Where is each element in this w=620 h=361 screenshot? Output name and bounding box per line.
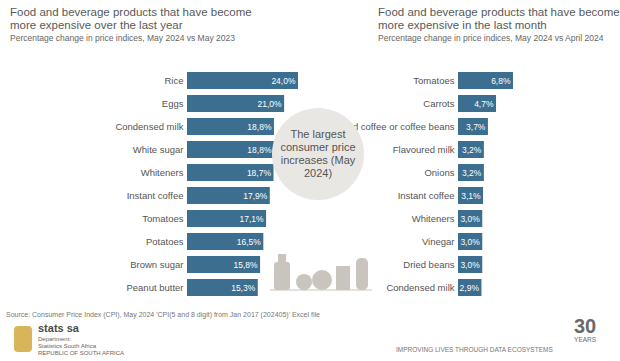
html-text:YEARS: YEARS [574, 336, 597, 343]
svg-text:15,3%: 15,3% [231, 283, 256, 293]
svg-text:Condensed milk: Condensed milk [386, 282, 454, 293]
html-text:The largest consumer price inc: The largest consumer price increases (Ma… [280, 128, 356, 179]
svg-text:Rice: Rice [164, 75, 183, 86]
svg-text:21,0%: 21,0% [258, 99, 283, 109]
svg-text:Whiteners: Whiteners [141, 167, 184, 178]
svg-text:Eggs: Eggs [162, 98, 184, 109]
svg-text:2,9%: 2,9% [460, 283, 480, 293]
html-text:Food and beverage products tha: Food and beverage products that have bec… [10, 6, 252, 31]
svg-text:Flavoured milk: Flavoured milk [393, 144, 455, 155]
html-text:stats sa: stats sa [38, 322, 79, 334]
html-text:REPUBLIC OF SOUTH AFRICA: REPUBLIC OF SOUTH AFRICA [38, 350, 124, 356]
html-text:Food and beverage products tha: Food and beverage products that have bec… [378, 6, 620, 31]
svg-text:Whiteners: Whiteners [412, 213, 455, 224]
svg-text:Instant coffee: Instant coffee [127, 190, 184, 201]
html-text:Department:: Department: [38, 336, 71, 342]
svg-text:Peanut butter: Peanut butter [126, 282, 183, 293]
svg-text:3,0%: 3,0% [460, 214, 480, 224]
svg-text:Onions: Onions [424, 167, 454, 178]
svg-text:Brown sugar: Brown sugar [130, 259, 183, 270]
svg-text:18,7%: 18,7% [247, 168, 272, 178]
svg-text:3,0%: 3,0% [460, 237, 480, 247]
html-text:30: 30 [574, 315, 597, 337]
svg-text:17,9%: 17,9% [243, 191, 268, 201]
svg-text:17,1%: 17,1% [239, 214, 264, 224]
html-text:Statistics South Africa: Statistics South Africa [38, 343, 96, 349]
svg-text:Dried beans: Dried beans [403, 259, 454, 270]
svg-text:18,8%: 18,8% [247, 145, 272, 155]
html-text:Percentage change in price ind: Percentage change in price indices, May … [378, 33, 604, 43]
svg-text:3,1%: 3,1% [461, 191, 481, 201]
svg-text:18,8%: 18,8% [247, 122, 272, 132]
svg-text:3,2%: 3,2% [462, 145, 482, 155]
svg-text:24,0%: 24,0% [271, 76, 296, 86]
svg-text:Ground coffee or coffee beans: Ground coffee or coffee beans [326, 121, 455, 132]
html-text:Source: Consumer Price Index (: Source: Consumer Price Index (CPI), May … [6, 311, 320, 318]
svg-text:4,7%: 4,7% [474, 99, 494, 109]
svg-text:Condensed milk: Condensed milk [115, 121, 183, 132]
svg-text:Tomatoes: Tomatoes [142, 213, 183, 224]
svg-text:15,8%: 15,8% [233, 260, 258, 270]
svg-text:3,0%: 3,0% [460, 260, 480, 270]
svg-text:White sugar: White sugar [133, 144, 184, 155]
svg-text:3,2%: 3,2% [462, 168, 482, 178]
svg-text:Tomatoes: Tomatoes [413, 75, 454, 86]
svg-text:3,7%: 3,7% [466, 122, 486, 132]
svg-text:Vinegar: Vinegar [422, 236, 455, 247]
svg-text:Potatoes: Potatoes [146, 236, 184, 247]
html-text:Percentage change in price ind: Percentage change in price indices, May … [10, 33, 235, 43]
svg-text:Carrots: Carrots [423, 98, 454, 109]
html-text:IMPROVING LIVES THROUGH DATA E: IMPROVING LIVES THROUGH DATA ECOSYSTEMS [396, 346, 553, 353]
svg-text:Instant coffee: Instant coffee [398, 190, 455, 201]
svg-text:16,5%: 16,5% [237, 237, 262, 247]
svg-text:6,8%: 6,8% [491, 76, 511, 86]
